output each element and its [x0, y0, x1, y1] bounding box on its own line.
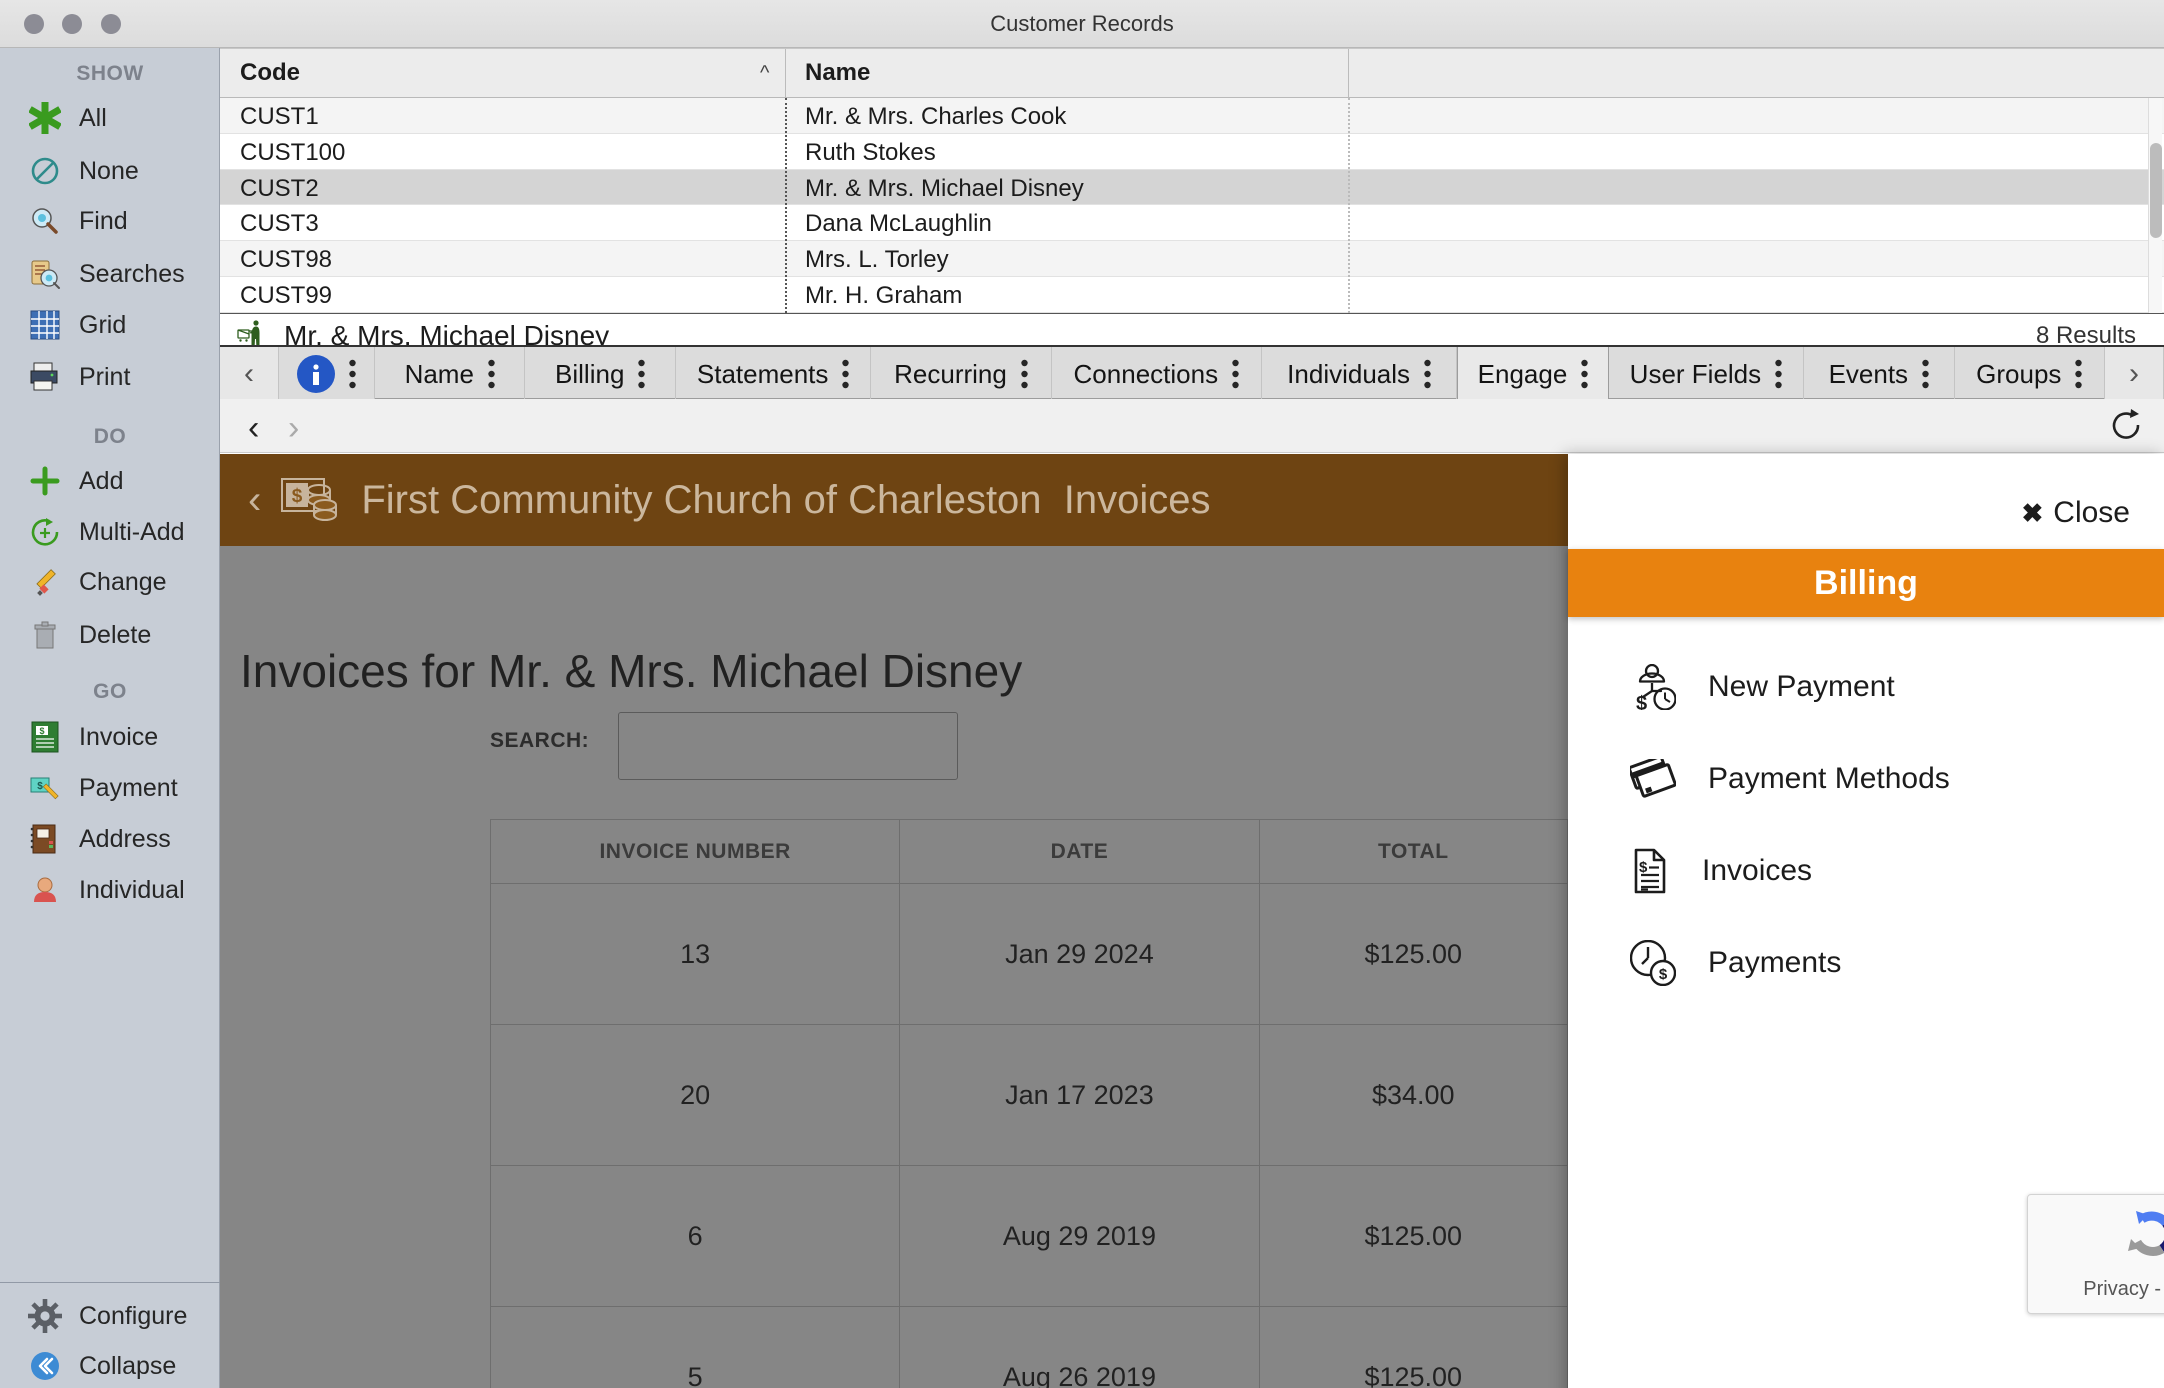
svg-text:$: $ — [1636, 693, 1647, 710]
svg-text:$: $ — [1659, 966, 1668, 983]
svg-text:$: $ — [37, 781, 43, 792]
svg-text:$: $ — [39, 726, 44, 736]
svg-text:$: $ — [1639, 859, 1648, 876]
svg-text:$: $ — [292, 486, 303, 507]
